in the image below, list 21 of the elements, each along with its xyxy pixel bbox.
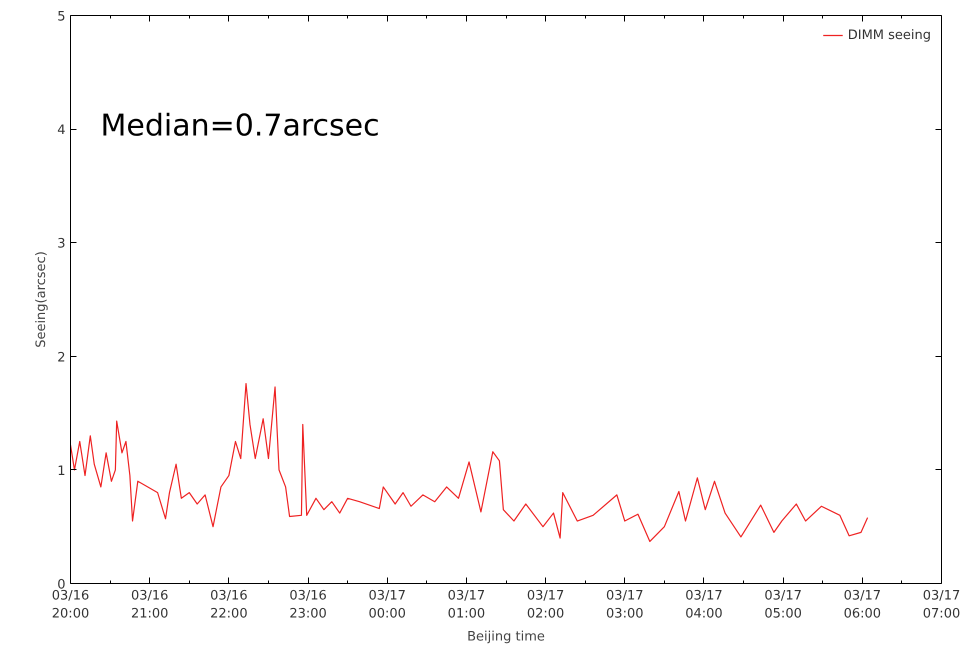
x-tick-label: 03/16 22:00: [210, 588, 248, 622]
y-tick-label: 1: [57, 464, 66, 479]
y-tick-label: 5: [57, 10, 66, 24]
x-tick-label: 03/17 04:00: [685, 588, 723, 622]
x-tick-label: 03/17 05:00: [764, 588, 802, 622]
y-tick-label: 3: [57, 236, 66, 252]
x-axis-title: Beijing time: [467, 630, 545, 644]
annotation: Median=0.7arcsec: [100, 108, 380, 144]
x-tick-label: 03/16 23:00: [289, 588, 327, 622]
x-tick-label: 03/17 01:00: [448, 588, 486, 622]
legend-label: DIMM seeing: [848, 28, 931, 42]
x-tick-label: 03/17 06:00: [844, 588, 882, 622]
x-tick-label: 03/16 21:00: [130, 588, 168, 622]
x-tick-label: 03/17 03:00: [606, 588, 644, 622]
y-tick-label: 4: [57, 123, 66, 138]
x-tick-label: 03/17 02:00: [526, 588, 564, 622]
x-tick-label: 03/16 20:00: [52, 588, 90, 622]
y-axis-title: Seeing(arcsec): [34, 251, 50, 348]
y-tick-label: 2: [57, 350, 66, 366]
x-tick-label: 03/17 07:00: [922, 588, 960, 622]
x-tick-label: 03/17 00:00: [368, 588, 406, 622]
